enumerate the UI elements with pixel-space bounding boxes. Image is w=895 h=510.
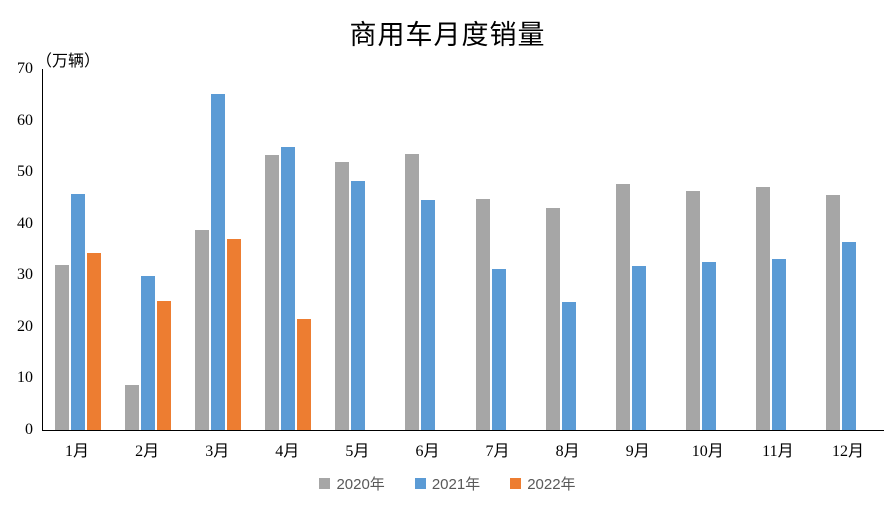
bar-2020年-7月 [475,199,490,430]
bar-2021年-6月 [421,200,436,430]
bar-2022年-4月 [297,318,312,430]
y-tick-label: 0 [25,421,33,438]
y-axis-unit-label: （万辆） [36,53,101,70]
bar-2021年-3月 [211,93,226,430]
bar-2021年-1月 [71,193,86,430]
x-tick-label: 5月 [345,443,370,460]
y-tick-label: 60 [17,111,33,129]
bar-2022年-3月 [227,239,242,430]
bar-2021年-9月 [631,265,646,430]
x-tick-label: 2月 [135,443,160,460]
bar-2020年-11月 [755,186,770,430]
x-tick-label: 7月 [485,443,510,460]
bar-2021年-8月 [561,302,576,430]
x-tick-label: 6月 [415,443,440,460]
bar-2020年-8月 [545,207,560,430]
bar-2020年-3月 [195,229,210,430]
bar-2020年-10月 [685,190,700,430]
legend-marker-icon [414,478,426,489]
x-tick-label: 1月 [65,443,90,460]
bar-2021年-5月 [351,181,366,430]
chart-title: 商用车月度销量 [349,20,546,50]
bar-2022年-1月 [87,252,102,430]
legend-marker-icon [510,478,522,489]
bar-2021年-10月 [701,261,716,430]
y-tick-label: 30 [17,266,33,284]
bar-2020年-12月 [825,194,840,430]
x-tick-label: 11月 [762,443,794,460]
legend-label: 2020年 [336,476,385,493]
bar-2020年-6月 [405,153,420,430]
legend-marker-icon [319,478,331,489]
y-tick-label: 50 [17,163,33,181]
bar-2020年-4月 [265,154,280,430]
x-tick-label: 4月 [275,443,300,460]
bar-2021年-7月 [491,269,506,430]
legend-label: 2021年 [431,476,481,493]
y-tick-label: 70 [17,60,33,77]
bar-2022年-2月 [157,300,172,430]
bar-2021年-4月 [281,147,296,430]
x-tick-label: 3月 [205,443,230,460]
legend-label: 2022年 [527,476,576,493]
x-tick-label: 12月 [831,443,864,460]
y-tick-label: 20 [17,317,33,335]
bar-2020年-9月 [615,184,630,430]
bar-2021年-11月 [771,259,786,430]
legend-item-2022年: 2022年 [510,473,576,494]
legend: 2020年 2021年 2022年 [0,473,895,494]
x-tick-label: 8月 [555,443,580,460]
legend-item-2021年: 2021年 [414,473,481,494]
plot-area [42,69,884,431]
bar-2020年-2月 [125,384,140,430]
bar-2021年-12月 [841,242,856,430]
y-tick-label: 40 [17,214,33,232]
bar-2020年-5月 [335,161,350,430]
y-tick-label: 10 [17,369,33,387]
bar-2020年-1月 [55,264,70,430]
x-tick-label: 10月 [691,443,724,460]
bar-2021年-2月 [141,275,156,430]
legend-item-2020年: 2020年 [319,473,385,494]
x-tick-label: 9月 [625,443,650,460]
